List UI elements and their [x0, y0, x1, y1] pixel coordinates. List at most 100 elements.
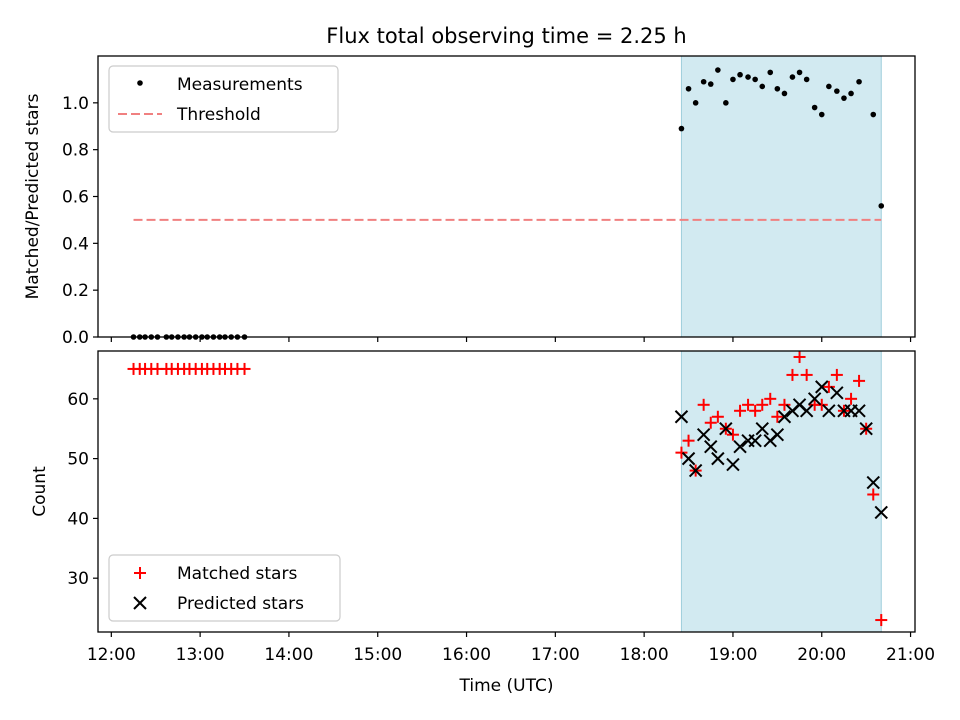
measurement-point	[774, 85, 781, 92]
matched-star-point	[875, 614, 888, 627]
matched-star-point	[697, 398, 710, 411]
measurement-point	[745, 74, 751, 80]
predicted-star-point	[815, 380, 829, 394]
matched-star-point	[756, 398, 769, 411]
bottom-y-axis-label: Count	[30, 466, 50, 517]
measurement-point	[715, 67, 721, 73]
measurement-point	[700, 78, 707, 85]
matched-star-point	[764, 392, 777, 405]
predicted-x-b	[704, 439, 718, 454]
x-tick-label: 16:00	[442, 645, 491, 665]
measurement-point	[707, 81, 714, 87]
predicted-x-b	[696, 427, 711, 442]
matched-star-point	[867, 488, 880, 501]
y-tick-label: 50	[67, 450, 89, 470]
y-tick-label: 1.0	[62, 94, 89, 114]
predicted-star-point	[859, 422, 873, 436]
bottom-axes-frame	[97, 350, 916, 633]
predicted-star-point	[726, 457, 740, 472]
bottom-legend: Matched stars Predicted stars	[108, 554, 341, 622]
legend-matched-marker	[134, 567, 146, 579]
matched-star-point	[711, 410, 724, 423]
legend-predicted-marker	[133, 596, 147, 610]
top-shaded-span	[680, 55, 882, 338]
matched-star-point	[749, 404, 762, 417]
predicted-x-b	[681, 451, 696, 466]
x-tick-label: 18:00	[620, 645, 669, 665]
y-tick-label: 0.6	[62, 188, 89, 208]
matched-star-point	[845, 392, 858, 405]
matched-star-point	[238, 362, 251, 375]
measurement-point	[878, 203, 885, 209]
predicted-x-b	[755, 422, 769, 436]
predicted-x-b	[807, 392, 822, 406]
measurement-point	[752, 76, 758, 83]
predicted-star-point	[733, 439, 747, 454]
matched-star-point	[734, 404, 747, 417]
bottom-y-ticks: 30 40 50 60	[67, 390, 98, 589]
measurement-point	[737, 71, 743, 78]
predicted-x-b	[711, 451, 725, 466]
predicted-x-b	[770, 427, 785, 442]
predicted-star-point	[874, 505, 888, 520]
legend-matched-label: Matched stars	[177, 564, 297, 584]
matched-star-point	[675, 446, 688, 459]
top-y-axis-label: Matched/Predicted stars	[23, 93, 43, 299]
x-tick-label: 15:00	[353, 645, 402, 665]
predicted-star-point	[807, 392, 822, 406]
y-tick-label: 0.0	[62, 328, 89, 348]
y-tick-label: 0.8	[62, 141, 89, 161]
predicted-x-b	[777, 410, 792, 424]
matched-star-point	[822, 380, 835, 393]
legend-measurements-label: Measurements	[177, 75, 303, 95]
top-x-ticks	[110, 337, 912, 342]
predicted-star-point	[755, 422, 769, 436]
predicted-star-point	[688, 463, 703, 478]
measurement-point	[678, 125, 685, 132]
matched-star-point	[726, 428, 739, 441]
matched-star-point	[853, 374, 866, 387]
bottom-predicted-points	[674, 380, 888, 520]
top-legend-box	[108, 65, 339, 133]
predicted-star-point	[748, 433, 762, 448]
x-tick-label: 19:00	[708, 645, 757, 665]
y-tick-label: 60	[67, 390, 89, 410]
bottom-legend-box	[108, 554, 341, 622]
predicted-star-point	[711, 451, 725, 466]
measurement-point	[767, 69, 774, 76]
legend-measurements-marker	[137, 80, 143, 86]
predicted-star-point	[674, 410, 689, 424]
measurement-point	[692, 100, 699, 106]
predicted-x-b	[748, 433, 762, 448]
matched-star-point	[682, 434, 695, 447]
measurement-point	[685, 85, 692, 92]
matched-star-point	[800, 368, 813, 381]
legend-predicted-label: Predicted stars	[177, 594, 304, 614]
predicted-star-point	[830, 386, 844, 400]
predicted-x-b	[859, 422, 873, 436]
predicted-star-point	[704, 439, 718, 454]
predicted-star-point	[681, 451, 696, 466]
predicted-x-b	[852, 404, 866, 418]
measurement-point	[759, 83, 766, 90]
matched-star-point	[830, 368, 843, 381]
measurement-point	[781, 90, 788, 97]
x-tick-label: 12:00	[87, 645, 136, 665]
measurement-point	[789, 74, 796, 80]
y-tick-label: 40	[67, 509, 89, 529]
matched-star-point	[793, 350, 806, 363]
predicted-star-point	[852, 404, 866, 418]
predicted-star-point	[799, 404, 814, 418]
matched-star-point	[815, 398, 828, 411]
chart-title: Flux total observing time = 2.25 h	[326, 24, 686, 48]
bottom-panel: 12:00 13:00 14:00 15:00 16:00 17:00 18:00 19:00…	[30, 350, 935, 696]
predicted-x-b	[830, 386, 844, 400]
measurement-point	[730, 76, 736, 83]
measurement-point	[856, 78, 862, 85]
y-tick-label: 0.4	[62, 234, 89, 254]
legend-threshold-label: Threshold	[176, 105, 261, 125]
measurement-point	[811, 104, 818, 111]
y-tick-label: 0.2	[62, 281, 89, 301]
predicted-star-point	[696, 427, 711, 442]
predicted-x-b	[822, 404, 836, 418]
